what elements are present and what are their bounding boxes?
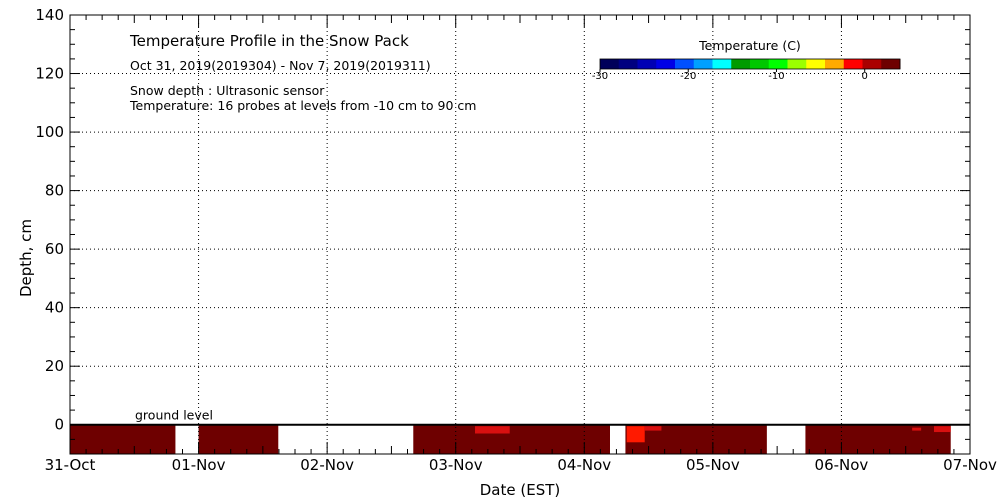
x-tick-label-6: 06-Nov xyxy=(815,456,869,474)
y-tick-label-120: 120 xyxy=(35,65,64,83)
data-segment-4 xyxy=(805,424,951,454)
warm-patch-3 xyxy=(912,427,922,431)
colorbar-swatch-3 xyxy=(656,59,676,69)
plot-frame xyxy=(69,14,971,455)
colorbar-swatch-10 xyxy=(787,59,807,69)
ground-layer: ground level xyxy=(70,408,970,426)
x-tick-label-0: 31-Oct xyxy=(45,456,96,474)
colorbar-swatch-8 xyxy=(750,59,770,69)
colorbar-swatch-4 xyxy=(675,59,695,69)
y-tick-label-40: 40 xyxy=(45,299,64,317)
x-tick-label-2: 02-Nov xyxy=(300,456,354,474)
warm-patch-0 xyxy=(475,426,510,434)
warm-patch-2 xyxy=(644,426,662,431)
colorbar-tick-label--30: -30 xyxy=(592,71,608,82)
colorbar-swatch-6 xyxy=(712,59,732,69)
colorbar-title: Temperature (C) xyxy=(698,38,801,53)
chart-title: Temperature Profile in the Snow Pack xyxy=(129,32,409,50)
y-tick-label-20: 20 xyxy=(45,357,64,375)
chart-subtitle: Oct 31, 2019(2019304) - Nov 7, 2019(2019… xyxy=(130,58,431,73)
x-tick-label-4: 04-Nov xyxy=(557,456,611,474)
note-temperature: Temperature: 16 probes at levels from -1… xyxy=(129,98,476,113)
colorbar-tick-label--20: -20 xyxy=(680,71,696,82)
colorbar-swatch-14 xyxy=(862,59,882,69)
x-tick-label-5: 05-Nov xyxy=(686,456,740,474)
data-segment-1 xyxy=(198,424,279,454)
colorbar-swatch-7 xyxy=(731,59,751,69)
y-tick-label-140: 140 xyxy=(35,6,64,24)
colorbar-swatch-2 xyxy=(637,59,657,69)
colorbar-swatch-13 xyxy=(843,59,863,69)
x-tick-label-3: 03-Nov xyxy=(429,456,483,474)
y-tick-label-80: 80 xyxy=(45,182,64,200)
y-axis-label: Depth, cm xyxy=(17,219,35,297)
colorbar-swatch-1 xyxy=(618,59,638,69)
note-snow-depth: Snow depth : Ultrasonic sensor xyxy=(130,83,325,98)
y-tick-label-0: 0 xyxy=(54,416,64,434)
y-tick-label-100: 100 xyxy=(35,123,64,141)
data-segment-0 xyxy=(70,424,176,454)
colorbar-swatch-9 xyxy=(768,59,788,69)
data-segment-2 xyxy=(413,424,610,454)
colorbar-swatch-12 xyxy=(825,59,845,69)
y-tick-label-60: 60 xyxy=(45,240,64,258)
colorbar-swatch-11 xyxy=(806,59,826,69)
colorbar-swatch-15 xyxy=(881,59,901,69)
x-axis-label: Date (EST) xyxy=(480,481,561,499)
tick-layer: 0 20 40 60 80 100 120 140 31-Oct 01-Nov 02-Nov 03-N… xyxy=(35,6,997,474)
colorbar-swatches xyxy=(599,58,901,70)
colorbar-tick-label-0: 0 xyxy=(862,71,868,82)
plot-data-layer xyxy=(70,424,951,454)
x-tick-label-1: 01-Nov xyxy=(172,456,226,474)
warm-patch-4 xyxy=(934,426,951,433)
warm-patch-1 xyxy=(626,426,645,443)
ground-level-label: ground level xyxy=(135,408,213,423)
colorbar-swatch-5 xyxy=(693,59,713,69)
x-tick-label-7: 07-Nov xyxy=(943,456,997,474)
colorbar-ticks: -30 -20 -10 0 xyxy=(592,69,868,82)
colorbar-frame xyxy=(599,58,901,70)
colorbar-tick-label--10: -10 xyxy=(768,71,784,82)
colorbar-swatch-0 xyxy=(600,59,620,69)
colorbar: Temperature (C) -30 -20 -10 0 xyxy=(592,38,901,82)
